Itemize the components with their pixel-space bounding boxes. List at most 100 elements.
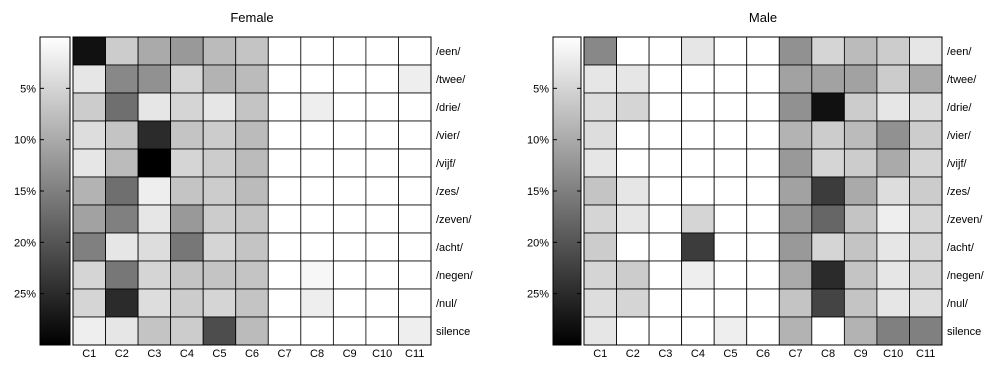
- heatmap-cell-6-8: [843, 204, 878, 234]
- heatmap-cell-0-6: [267, 36, 302, 66]
- heatmap-cell-4-3: [681, 148, 715, 178]
- heatmap-cell-3-10: [398, 120, 432, 150]
- colorbar-tick-label: 20%: [14, 237, 36, 249]
- heatmap-cell-1-0: [72, 64, 106, 94]
- colorbar: [552, 36, 582, 346]
- heatmap-cell-5-7: [300, 176, 334, 206]
- heatmap-cell-2-8: [332, 92, 367, 122]
- heatmap-cell-5-7: [811, 176, 845, 206]
- heatmap-cell-3-6: [778, 120, 813, 150]
- heatmap-cell-3-1: [616, 120, 650, 150]
- heatmap-cell-7-9: [876, 232, 910, 262]
- heatmap-cell-9-8: [843, 288, 878, 318]
- colorbar: [39, 36, 71, 346]
- row-label: /drie/: [436, 102, 461, 114]
- heatmap-cell-3-0: [583, 120, 617, 150]
- heatmap-cell-4-8: [843, 148, 878, 178]
- colorbar-tick-label: 15%: [527, 186, 549, 198]
- heatmap-cell-5-0: [72, 176, 106, 206]
- heatmap-cell-3-5: [746, 120, 780, 150]
- heatmap-cell-9-8: [332, 288, 367, 318]
- heatmap-cell-0-3: [681, 36, 715, 66]
- heatmap-cell-5-2: [648, 176, 683, 206]
- heatmap-cell-0-0: [583, 36, 617, 66]
- heatmap-cell-6-7: [811, 204, 845, 234]
- heatmap-cell-6-0: [72, 204, 106, 234]
- heatmap-cell-3-9: [365, 120, 399, 150]
- heatmap-cell-0-2: [137, 36, 172, 66]
- heatmap-cell-5-10: [909, 176, 943, 206]
- column-label: C6: [756, 348, 770, 360]
- heatmap-cell-2-5: [746, 92, 780, 122]
- column-label: C11: [405, 348, 424, 360]
- column-label: C9: [854, 348, 868, 360]
- heatmap-cell-3-2: [648, 120, 683, 150]
- heatmap-cell-8-1: [616, 260, 650, 290]
- heatmap-cell-10-7: [300, 316, 334, 346]
- heatmap-cell-5-5: [746, 176, 780, 206]
- heatmap-cell-10-0: [583, 316, 617, 346]
- heatmap-cell-1-6: [267, 64, 302, 94]
- heatmap-cell-3-6: [267, 120, 302, 150]
- heatmap-cell-0-5: [235, 36, 269, 66]
- heatmap-cell-10-3: [681, 316, 715, 346]
- heatmap-cell-5-1: [105, 176, 139, 206]
- heatmap-cell-1-8: [332, 64, 367, 94]
- heatmap-cell-7-6: [778, 232, 813, 262]
- heatmap-cell-7-10: [398, 232, 432, 262]
- heatmap-cell-10-2: [648, 316, 683, 346]
- heatmap-cell-2-8: [843, 92, 878, 122]
- heatmap-cell-2-7: [811, 92, 845, 122]
- heatmap-cell-4-0: [583, 148, 617, 178]
- heatmap-cell-8-10: [909, 260, 943, 290]
- row-label: /zeven/: [436, 214, 472, 226]
- heatmap-cell-2-10: [909, 92, 943, 122]
- column-label: C8: [310, 348, 324, 360]
- heatmap-cell-6-9: [365, 204, 399, 234]
- heatmap-cell-5-0: [583, 176, 617, 206]
- heatmap-cell-1-8: [843, 64, 878, 94]
- heatmap-cell-1-9: [365, 64, 399, 94]
- column-label: C2: [115, 348, 129, 360]
- column-label: C1: [82, 348, 96, 360]
- heatmap-cell-8-7: [811, 260, 845, 290]
- heatmap-cell-0-3: [170, 36, 204, 66]
- heatmap-cell-1-9: [876, 64, 910, 94]
- heatmap-cell-10-5: [235, 316, 269, 346]
- heatmap-cell-1-1: [105, 64, 139, 94]
- heatmap-cell-7-5: [235, 232, 269, 262]
- heatmap-cell-8-4: [713, 260, 748, 290]
- heatmap-cell-3-7: [300, 120, 334, 150]
- heatmap-cell-7-3: [170, 232, 204, 262]
- heatmap-cell-0-10: [909, 36, 943, 66]
- heatmap-cell-5-10: [398, 176, 432, 206]
- heatmap-cell-9-9: [876, 288, 910, 318]
- heatmap-cell-0-4: [713, 36, 748, 66]
- heatmap-cell-9-10: [398, 288, 432, 318]
- heatmap-cell-4-8: [332, 148, 367, 178]
- heatmap-cell-10-9: [876, 316, 910, 346]
- heatmap-cell-0-1: [105, 36, 139, 66]
- heatmap-cell-6-2: [648, 204, 683, 234]
- heatmap-cell-9-2: [137, 288, 172, 318]
- colorbar-tick-label: 10%: [14, 135, 36, 147]
- heatmap-cell-5-3: [681, 176, 715, 206]
- colorbar-tick-label: 25%: [527, 289, 549, 301]
- heatmap-cell-9-6: [778, 288, 813, 318]
- heatmap-cell-7-2: [648, 232, 683, 262]
- heatmap-cell-8-4: [202, 260, 237, 290]
- heatmap-cell-0-1: [616, 36, 650, 66]
- heatmap-cell-6-3: [681, 204, 715, 234]
- heatmap-cell-8-8: [843, 260, 878, 290]
- heatmap-cell-3-3: [681, 120, 715, 150]
- heatmap-cell-7-4: [713, 232, 748, 262]
- heatmap-cell-4-1: [616, 148, 650, 178]
- heatmap-cell-9-6: [267, 288, 302, 318]
- column-label: C5: [723, 348, 737, 360]
- heatmap-cell-6-5: [235, 204, 269, 234]
- female-heatmap-panel: Female 5% 10% 15% 20% 25% /een/ /twee/ /drie/ /vi…: [14, 10, 474, 360]
- colorbar-tick-label: 10%: [527, 135, 549, 147]
- heatmap-cell-9-0: [72, 288, 106, 318]
- heatmap-cell-7-7: [300, 232, 334, 262]
